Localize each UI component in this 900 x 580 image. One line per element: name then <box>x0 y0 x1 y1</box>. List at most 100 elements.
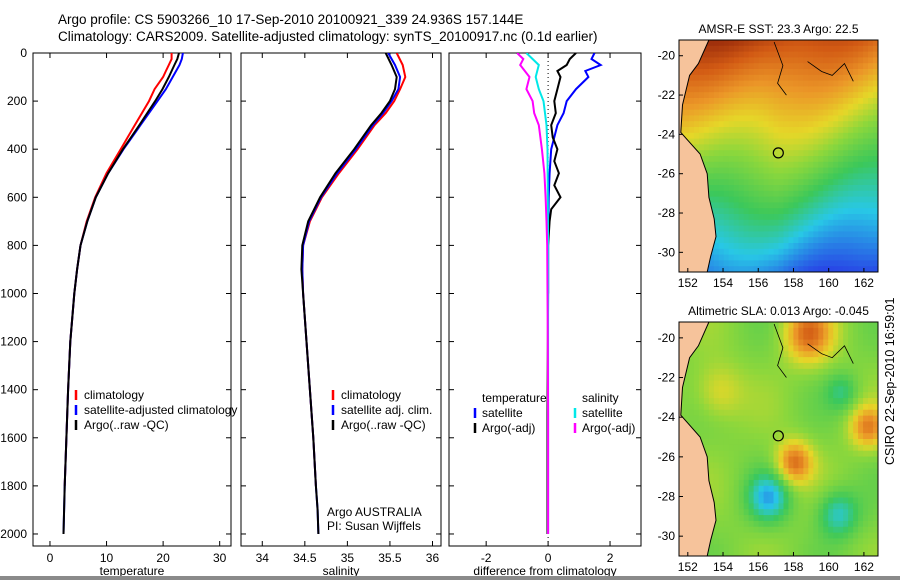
heatmap-cell <box>863 98 869 105</box>
heatmap-cell <box>808 368 814 376</box>
heatmap-cell <box>848 57 854 64</box>
heatmap-cell <box>863 225 869 232</box>
heatmap-cell <box>848 266 854 272</box>
heatmap-cell <box>718 248 725 256</box>
heatmap-cell <box>803 243 809 250</box>
heatmap-cell <box>873 357 878 364</box>
heatmap-cell <box>743 538 750 545</box>
heatmap-cell <box>773 127 780 134</box>
heatmap-cell <box>873 179 878 186</box>
heatmap-cell <box>873 345 878 352</box>
heatmap-cell <box>873 491 878 499</box>
heatmap-cell <box>873 409 878 417</box>
heatmap-cell <box>838 161 844 169</box>
heatmap-cell <box>873 403 878 411</box>
y-tick-label: -30 <box>658 245 676 259</box>
heatmap-cell <box>768 462 775 469</box>
heatmap-cell <box>833 339 839 346</box>
heatmap-cell <box>833 462 839 469</box>
heatmap-cell <box>763 173 770 180</box>
heatmap-cell <box>713 427 720 434</box>
heatmap-cell <box>803 392 809 399</box>
heatmap-cell <box>853 150 859 157</box>
heatmap-cell <box>853 403 859 411</box>
heatmap-cell <box>873 208 878 215</box>
heatmap-cell <box>788 179 795 186</box>
heatmap-cell <box>733 468 740 475</box>
heatmap-cell <box>758 462 765 469</box>
heatmap-cell <box>768 156 775 163</box>
heatmap-cell <box>818 260 824 267</box>
heatmap-cell <box>778 225 785 232</box>
x-tick-label: 30 <box>213 551 227 565</box>
heatmap-cell <box>818 132 824 140</box>
heatmap-cell <box>698 121 705 128</box>
heatmap-cell <box>788 386 795 393</box>
heatmap-cell <box>813 538 819 545</box>
heatmap-cell <box>853 248 859 256</box>
heatmap-cell <box>768 444 775 452</box>
heatmap-cell <box>858 80 864 87</box>
heatmap-cell <box>788 427 795 434</box>
heatmap-cell <box>838 368 844 376</box>
heatmap-cell <box>833 479 839 487</box>
heatmap-cell <box>758 225 765 232</box>
heatmap-cell <box>713 202 720 209</box>
reef-outline <box>807 61 854 82</box>
heatmap-cell <box>813 398 819 405</box>
heatmap-cell <box>853 468 859 475</box>
heatmap-cell <box>823 474 829 481</box>
heatmap-cell <box>873 103 878 111</box>
heatmap-cell <box>753 144 760 151</box>
heatmap-cell <box>688 421 695 428</box>
heatmap-cell <box>868 63 874 70</box>
heatmap-cell <box>763 339 770 346</box>
heatmap-cell <box>818 386 824 393</box>
heatmap-cell <box>843 386 849 393</box>
heatmap-cell <box>733 520 740 528</box>
heatmap-cell <box>718 456 725 463</box>
heatmap-cell <box>853 51 859 58</box>
heatmap-cell <box>808 219 814 227</box>
heatmap-cell <box>748 333 755 341</box>
heatmap-cell <box>868 456 874 463</box>
heatmap-cell <box>753 503 760 510</box>
heatmap-cell <box>868 237 874 244</box>
heatmap-cell <box>868 450 874 458</box>
heatmap-cell <box>758 345 765 352</box>
heatmap-cell <box>703 103 710 111</box>
heatmap-cell <box>748 185 755 192</box>
heatmap-cell <box>858 254 864 261</box>
heatmap-cell <box>723 109 730 116</box>
heatmap-cell <box>793 132 799 140</box>
heatmap-cell <box>783 444 790 452</box>
heatmap-cell <box>743 479 750 487</box>
heatmap-cell <box>713 479 720 487</box>
y-tick-label: -28 <box>658 490 676 504</box>
heatmap-cell <box>873 398 878 405</box>
heatmap-cell <box>833 98 839 105</box>
heatmap-cell <box>803 339 809 346</box>
heatmap-cell <box>768 398 775 405</box>
heatmap-cell <box>728 74 735 82</box>
series-line-satellite-adjusted-climatology <box>62 53 184 535</box>
heatmap-cell <box>733 80 740 87</box>
heatmap-cell <box>863 69 869 76</box>
heatmap-cell <box>803 156 809 163</box>
heatmap-cell <box>748 196 755 203</box>
heatmap-cell <box>718 214 725 221</box>
heatmap-cell <box>858 266 864 272</box>
heatmap-cell <box>743 503 750 510</box>
heatmap-cell <box>853 214 859 221</box>
y-tick-label: 400 <box>7 142 27 156</box>
heatmap-cell <box>818 479 824 487</box>
heatmap-cell <box>718 497 725 504</box>
heatmap-cell <box>828 179 834 186</box>
heatmap-cell <box>788 368 795 376</box>
heatmap-cell <box>728 322 735 329</box>
heatmap-cell <box>713 63 720 70</box>
heatmap-cell <box>843 538 849 545</box>
heatmap-cell <box>768 225 775 232</box>
heatmap-cell <box>813 45 819 53</box>
heatmap-cell <box>853 374 859 382</box>
